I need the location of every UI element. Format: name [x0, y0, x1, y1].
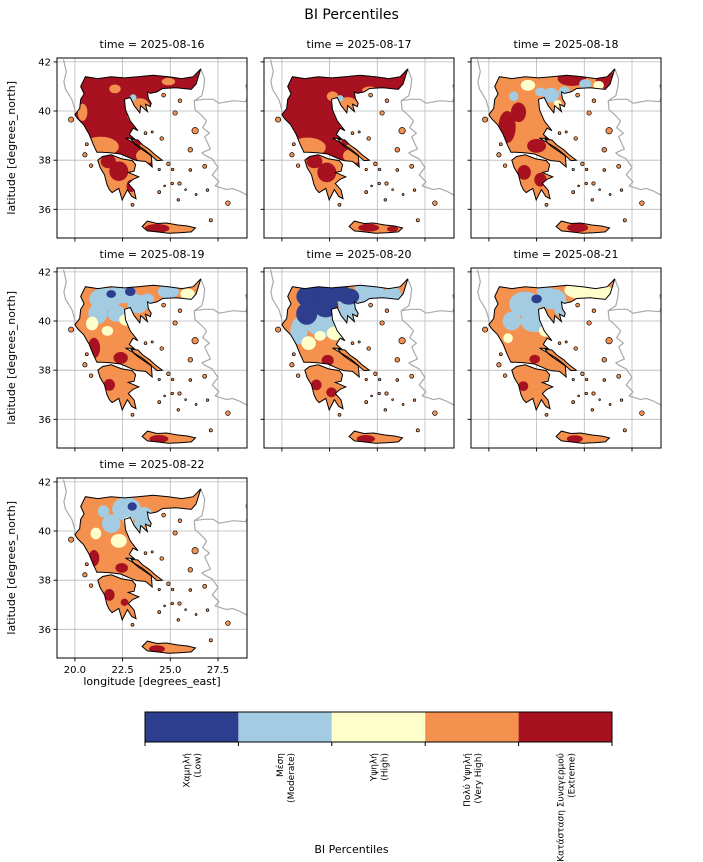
x-tick-label: 27.5	[207, 665, 229, 676]
y-tick-label: 36	[38, 205, 51, 216]
panel-border	[470, 57, 662, 239]
map-panel: time = 2025-08-16 36 38 40 42	[17, 38, 255, 272]
y-tick-label: 42	[38, 267, 51, 278]
panel-border	[263, 57, 455, 239]
map-panel: time = 2025-08-19 36 38 40 42	[17, 248, 255, 482]
x-axis-label: longitude [degrees_east]	[83, 675, 221, 688]
y-tick-label: 40	[38, 107, 51, 118]
neighbor-coastlines	[62, 479, 247, 616]
colorbar-segment-very_high	[425, 712, 519, 742]
colorbar-tick-label-en: (Very High)	[474, 753, 484, 804]
neighbor-coastlines	[476, 269, 661, 406]
neighbor-coastlines	[62, 269, 247, 406]
greece-coastline	[74, 488, 202, 654]
axis-ticks	[53, 481, 219, 662]
panel-border	[470, 267, 662, 449]
colorbar-outline	[144, 711, 613, 743]
colorbar: Χαμηλή (Low) Μέση (Moderate) Υψηλή (High) Πολύ…	[144, 711, 613, 862]
islands	[275, 302, 438, 433]
map-panel: time = 2025-08-20	[224, 248, 462, 482]
islands	[68, 92, 231, 223]
y-tick-label: 42	[38, 477, 51, 488]
axis-ticks	[260, 61, 426, 242]
neighbor-coastlines	[269, 269, 454, 406]
map-canvas	[467, 57, 662, 242]
figure-title: BI Percentiles	[304, 7, 399, 23]
colorbar-tick-label-en: (Low)	[194, 753, 204, 778]
y-tick-label: 40	[38, 527, 51, 538]
greece-regions	[281, 68, 408, 234]
x-tick-label: 22.5	[111, 665, 133, 676]
greece-coastline	[488, 278, 616, 444]
panel-border	[56, 267, 248, 449]
panel-border	[56, 477, 248, 659]
map-panel: time = 2025-08-22 20.0 22.5 25.0 27.5 36 38 40 4…	[17, 458, 255, 692]
colorbar-segment-moderate	[238, 712, 332, 742]
greece-coastline	[74, 68, 202, 234]
colorbar-segment-low	[145, 712, 239, 742]
y-tick-label: 38	[38, 156, 51, 167]
colorbar-ticks	[144, 742, 613, 746]
map-canvas: 36 38 40 42	[38, 267, 248, 452]
colorbar-title: BI Percentiles	[314, 843, 389, 856]
x-tick-label: 20.0	[64, 665, 86, 676]
islands	[275, 92, 438, 223]
greece-regions	[74, 68, 201, 234]
greece-coastline	[74, 278, 202, 444]
map-canvas	[467, 267, 662, 452]
map-panel: time = 2025-08-18	[431, 38, 669, 272]
axis-ticks	[467, 61, 633, 242]
panel-title: time = 2025-08-16	[99, 38, 205, 51]
map-canvas	[260, 57, 455, 242]
axis-ticks	[260, 271, 426, 452]
colorbar-segment-high	[331, 712, 426, 742]
tick-labels: 20.0 22.5 25.0 27.5 36 38 40 42	[38, 477, 229, 676]
colorbar-tick-label-en: (Moderate)	[287, 753, 297, 803]
map-panel: time = 2025-08-17	[224, 38, 462, 272]
colorbar-tick-label-el: Πολύ Υψηλή	[462, 753, 473, 807]
panel-title: time = 2025-08-18	[513, 38, 619, 51]
map-canvas: 36 38 40 42	[38, 57, 248, 242]
x-tick-label: 25.0	[159, 665, 181, 676]
y-tick-label: 38	[38, 576, 51, 587]
panel-title: time = 2025-08-22	[99, 458, 205, 471]
panel-title: time = 2025-08-19	[99, 248, 205, 261]
colorbar-tick-label-el: Κατάσταση Συναγερμού	[555, 753, 566, 862]
greece-coastline	[281, 278, 409, 444]
map-panel: time = 2025-08-21	[431, 248, 669, 482]
y-tick-label: 42	[38, 57, 51, 68]
colorbar-segment-extreme	[518, 712, 612, 742]
tick-labels: 36 38 40 42	[38, 267, 51, 425]
y-tick-label: 38	[38, 366, 51, 377]
axis-ticks	[467, 271, 633, 452]
panel-title: time = 2025-08-21	[513, 248, 619, 261]
panel-border	[56, 57, 248, 239]
islands	[68, 302, 231, 433]
panel-border	[263, 267, 455, 449]
neighbor-coastlines	[269, 59, 454, 196]
y-tick-label: 36	[38, 415, 51, 426]
tick-labels: 36 38 40 42	[38, 57, 51, 215]
islands	[482, 92, 645, 223]
neighbor-coastlines	[62, 59, 247, 196]
axis-ticks	[53, 61, 219, 242]
panel-title: time = 2025-08-17	[306, 38, 412, 51]
colorbar-tick-label-en: (Extreme)	[567, 753, 577, 798]
panel-title: time = 2025-08-20	[306, 248, 412, 261]
greece-coastline	[488, 68, 616, 234]
colorbar-tick-label-el: Υψηλή	[370, 753, 380, 782]
axis-ticks	[53, 271, 219, 452]
greece-coastline	[281, 68, 409, 234]
y-tick-label: 36	[38, 625, 51, 636]
map-canvas: 20.0 22.5 25.0 27.5 36 38 40 42	[38, 477, 248, 676]
y-tick-label: 40	[38, 317, 51, 328]
islands	[482, 302, 645, 433]
colorbar-tick-label-el: Μέση	[275, 753, 286, 777]
colorbar-tick-label-en: (High)	[381, 753, 391, 781]
map-canvas	[260, 267, 455, 452]
islands	[68, 512, 231, 643]
neighbor-coastlines	[476, 59, 661, 196]
colorbar-tick-label-el: Χαμηλή	[183, 753, 193, 788]
